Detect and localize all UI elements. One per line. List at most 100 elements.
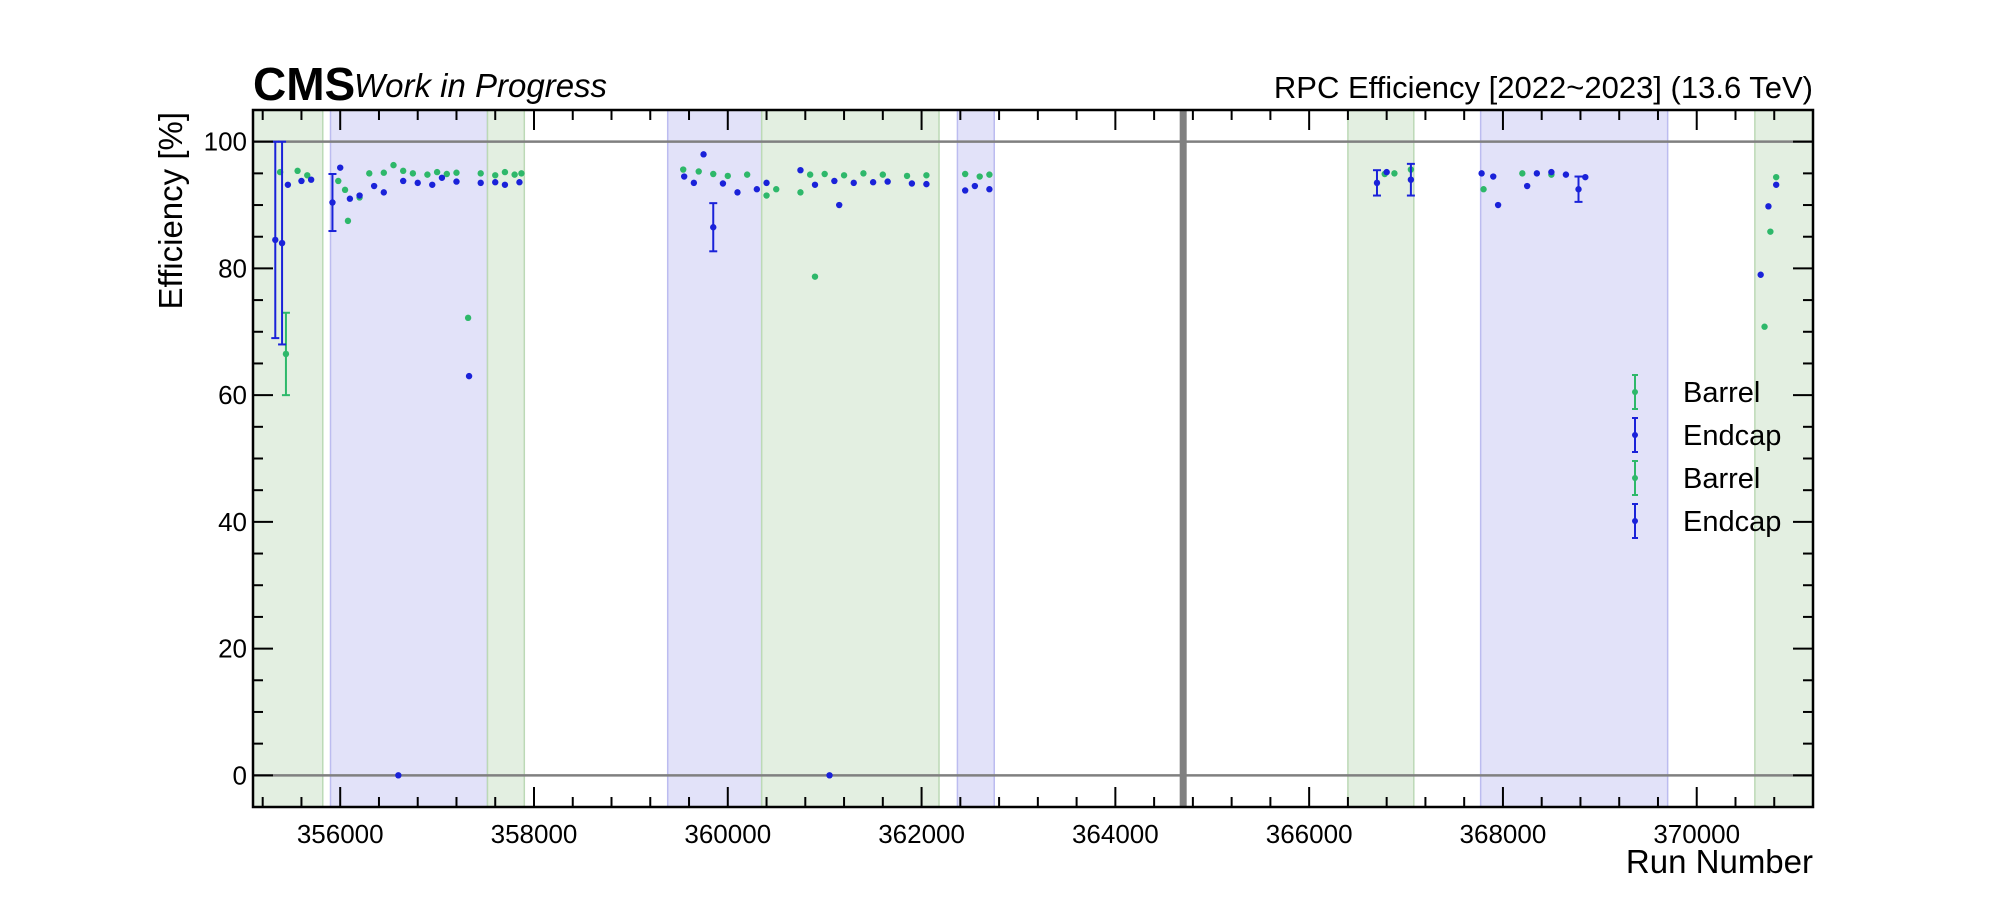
- endcap-point: [869, 179, 877, 186]
- barrel-point: [341, 186, 349, 194]
- barrel-point: [806, 171, 814, 178]
- endcap-point: [1533, 170, 1541, 177]
- x-tick-label: 370000: [1653, 819, 1740, 849]
- endcap-point: [811, 181, 819, 188]
- era-band-green: [486, 109, 526, 808]
- endcap-point: [1772, 181, 1780, 188]
- endcap-point: [284, 181, 292, 188]
- barrel-point: [424, 171, 431, 178]
- endcap-point: [465, 372, 473, 380]
- endcap-point: [826, 772, 833, 779]
- era-band-green: [252, 109, 324, 808]
- endcap-point: [734, 189, 741, 196]
- barrel-point: [763, 192, 770, 199]
- barrel-point: [976, 173, 983, 180]
- experiment-label: CMS: [253, 58, 355, 110]
- endcap-point: [710, 224, 717, 231]
- data-points: [271, 140, 1780, 779]
- endcap-point: [1494, 201, 1502, 209]
- endcap-point: [690, 179, 698, 187]
- endcap-point: [1562, 171, 1570, 178]
- y-tick-label: 60: [218, 380, 247, 410]
- legend-label: Barrel: [1683, 463, 1760, 495]
- endcap-point: [719, 180, 727, 187]
- endcap-point: [438, 174, 446, 181]
- endcap-point: [923, 180, 930, 188]
- endcap-point: [477, 179, 484, 187]
- endcap-point: [1523, 182, 1531, 190]
- barrel-point: [1519, 170, 1526, 177]
- endcap-point: [1548, 168, 1555, 176]
- barrel-point: [879, 171, 887, 178]
- endcap-point: [797, 166, 804, 174]
- endcap-point: [272, 236, 279, 244]
- barrel-point: [335, 177, 342, 185]
- endcap-point: [501, 181, 509, 188]
- endcap-point: [337, 164, 344, 171]
- endcap-point: [380, 189, 388, 196]
- reference-lines: [253, 110, 1813, 807]
- endcap-point: [356, 192, 363, 199]
- x-tick-label: 358000: [491, 819, 578, 849]
- endcap-point: [278, 239, 286, 247]
- endcap-point: [986, 186, 993, 193]
- legend-label: Barrel: [1683, 377, 1760, 409]
- x-tick-label: 356000: [297, 819, 384, 849]
- barrel-point: [710, 170, 717, 178]
- barrel-point: [743, 171, 751, 178]
- x-tick-label: 364000: [1072, 819, 1159, 849]
- barrel-point: [453, 169, 460, 176]
- barrel-point: [399, 167, 407, 175]
- barrel-point: [477, 170, 484, 177]
- y-axis-label: Efficiency [%]: [152, 112, 189, 309]
- barrel-point: [797, 189, 804, 196]
- barrel-point: [680, 166, 687, 173]
- barrel-point: [433, 168, 441, 176]
- barrel-point: [695, 168, 702, 175]
- barrel-point: [1767, 228, 1774, 235]
- endcap-point: [1373, 179, 1381, 187]
- chart-title: RPC Efficiency [2022~2023] (13.6 TeV): [1274, 70, 1813, 105]
- endcap-point: [700, 151, 707, 158]
- barrel-point: [724, 172, 731, 180]
- barrel-point: [344, 217, 352, 225]
- barrel-point: [282, 350, 290, 358]
- x-tick-label: 362000: [878, 819, 965, 849]
- barrel-point: [840, 172, 848, 179]
- endcap-point: [395, 772, 402, 779]
- y-tick-label: 0: [233, 760, 247, 790]
- endcap-point: [680, 173, 688, 180]
- barrel-point: [961, 170, 969, 178]
- endcap-point: [971, 182, 979, 190]
- barrel-point: [390, 161, 397, 169]
- y-tick-label: 20: [218, 634, 247, 664]
- endcap-point: [1383, 168, 1390, 176]
- endcap-point: [1757, 271, 1764, 278]
- endcap-point: [298, 177, 305, 185]
- barrel-point: [380, 169, 388, 176]
- barrel-point: [1761, 323, 1768, 330]
- endcap-point: [346, 195, 354, 202]
- legend-label: Endcap: [1683, 506, 1781, 538]
- barrel-point: [492, 172, 499, 179]
- endcap-point: [1407, 176, 1415, 183]
- endcap-point: [453, 178, 460, 185]
- endcap-point: [1582, 173, 1589, 181]
- endcap-point: [961, 187, 969, 194]
- barrel-point: [366, 170, 373, 177]
- barrel-point: [821, 170, 828, 178]
- era-band-blue: [329, 109, 489, 808]
- barrel-point: [1480, 186, 1487, 193]
- endcap-point: [516, 179, 523, 186]
- axis-ticks: [253, 110, 1814, 807]
- endcap-point: [850, 179, 857, 187]
- tick-labels: 356000 358000 360000 362000 364000 366000 3680…: [204, 127, 1741, 849]
- endcap-point: [1490, 173, 1497, 180]
- endcap-point: [429, 181, 436, 188]
- barrel-point: [501, 168, 509, 176]
- era-band-blue: [666, 109, 763, 808]
- barrel-point: [773, 186, 780, 193]
- barrel-point: [923, 172, 930, 179]
- x-tick-label: 368000: [1460, 819, 1547, 849]
